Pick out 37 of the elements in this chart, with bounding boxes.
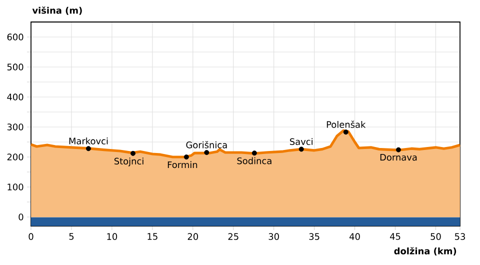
y-tick-label: 400 bbox=[7, 94, 24, 100]
x-tick-label: 40 bbox=[350, 233, 360, 240]
point bbox=[130, 150, 136, 156]
x-tick-label: 20 bbox=[188, 233, 198, 240]
x-tick-label: 35 bbox=[309, 233, 320, 240]
y-tick-label: 500 bbox=[7, 64, 24, 70]
y-tick-label: 300 bbox=[7, 124, 24, 130]
x-tick-label: 50 bbox=[430, 233, 441, 240]
point bbox=[298, 146, 304, 152]
point bbox=[252, 150, 257, 156]
x-tick-label: 15 bbox=[148, 233, 158, 240]
point bbox=[86, 146, 91, 152]
x-tick-label: 0 bbox=[28, 233, 34, 240]
point bbox=[343, 130, 348, 135]
x-tick-label: 53 bbox=[454, 233, 465, 240]
x-tick-label: 10 bbox=[107, 233, 118, 240]
annotation: Gorišnica bbox=[186, 141, 227, 148]
annotation: Markovci bbox=[69, 137, 108, 144]
x-tick-label: 25 bbox=[228, 233, 238, 240]
x-axis-title: dolžina (km) bbox=[394, 247, 456, 256]
point bbox=[396, 147, 401, 152]
y-tick-label: 100 bbox=[8, 184, 24, 190]
annotation: Sodinca bbox=[237, 157, 272, 164]
y-tick-label: 200 bbox=[7, 154, 24, 160]
x-tick-label: 5 bbox=[69, 233, 74, 240]
x-tick-label: 45 bbox=[390, 233, 400, 240]
annotation: Savci bbox=[290, 138, 312, 146]
x-tick-label: 30 bbox=[268, 233, 279, 240]
annotation: Stojnci bbox=[114, 158, 144, 166]
annotation: Dornava bbox=[380, 154, 417, 161]
point bbox=[184, 154, 189, 160]
annotation: Formin bbox=[168, 161, 198, 168]
point bbox=[204, 150, 210, 155]
annotation: Polenšak bbox=[326, 120, 366, 128]
y-tick-label: 600 bbox=[7, 34, 24, 40]
y-axis-title: višina (m) bbox=[32, 6, 82, 15]
y-tick-label: 0 bbox=[18, 214, 24, 220]
